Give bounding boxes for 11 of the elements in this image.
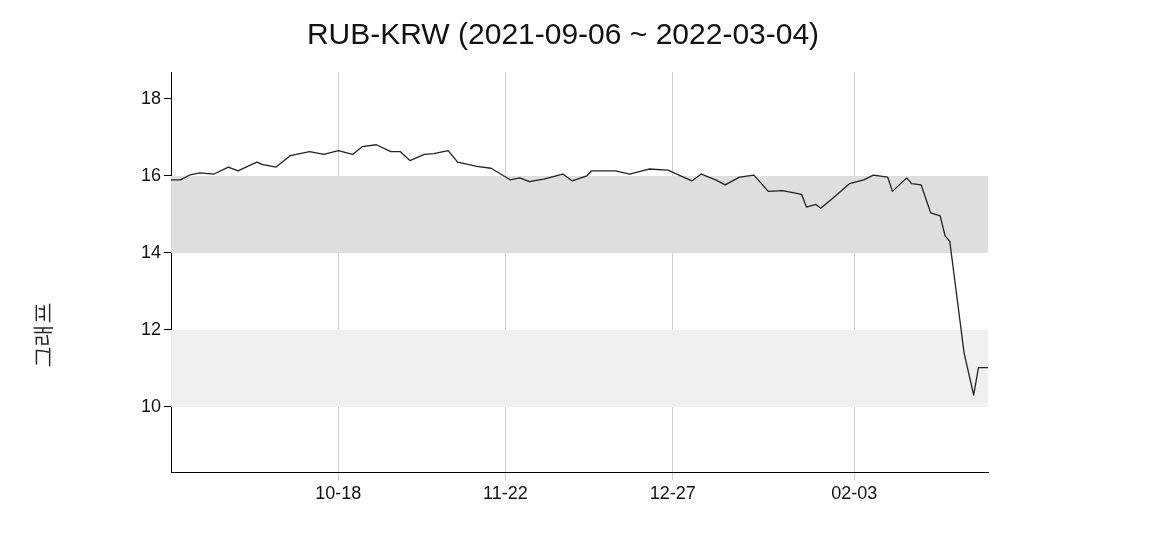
chart-title: RUB-KRW (2021-09-06 ~ 2022-03-04) xyxy=(306,17,820,51)
x-tick-label: 11-22 xyxy=(483,483,528,504)
y-tick-label: 18 xyxy=(140,87,162,108)
y-tick-label: 14 xyxy=(140,241,162,262)
x-tick-label: 12-27 xyxy=(649,483,696,504)
y-tick-label: 10 xyxy=(140,395,162,416)
x-tick-label: 10-18 xyxy=(315,483,362,504)
x-tick-label: 02-03 xyxy=(831,483,878,504)
y-tick-label: 12 xyxy=(140,318,162,339)
text: 그래프 xyxy=(29,302,56,368)
y-tick-label: 16 xyxy=(140,164,162,185)
